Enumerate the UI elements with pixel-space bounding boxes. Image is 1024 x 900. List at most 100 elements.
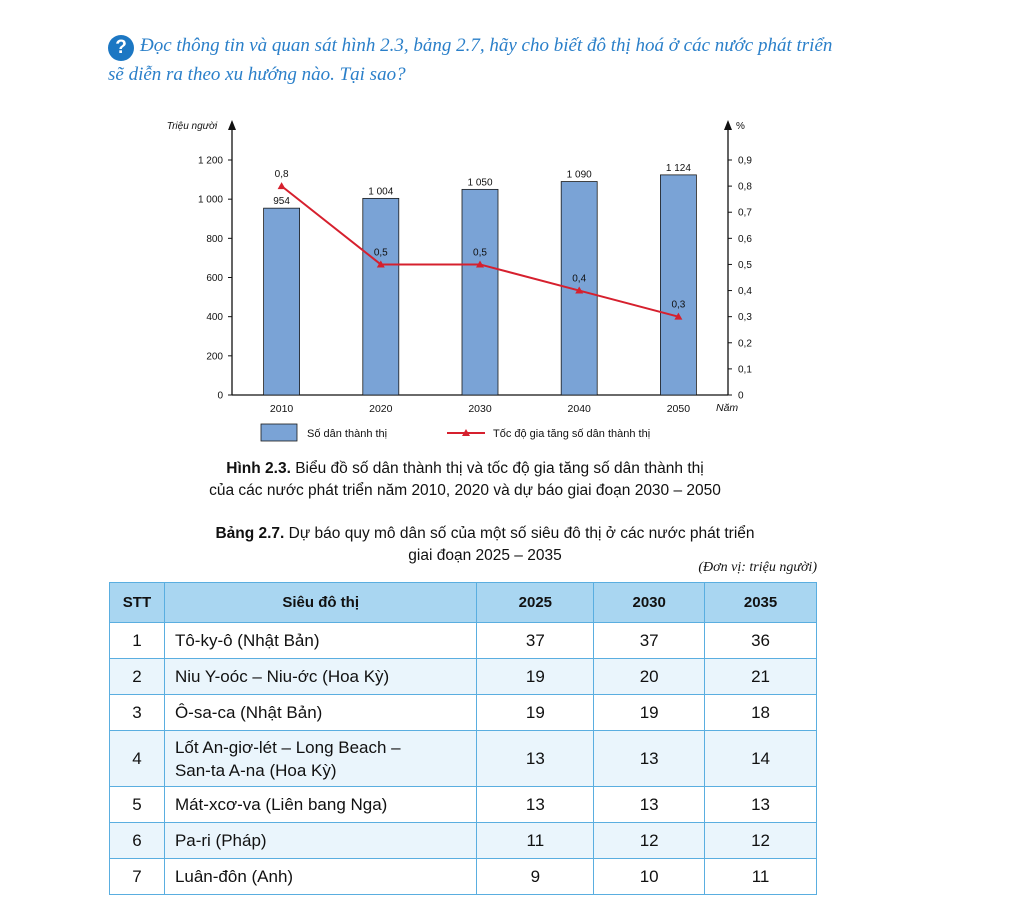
y-right-tick-label: 0,2 xyxy=(738,338,752,349)
table-row: 7 Luân-đôn (Anh) 9 10 11 xyxy=(109,858,817,895)
cell-2035: 18 xyxy=(704,694,817,731)
y-left-arrow-icon xyxy=(228,120,236,130)
cell-2035: 21 xyxy=(704,658,817,695)
rate-value-label: 0,5 xyxy=(473,247,487,258)
bar-value-label: 1 090 xyxy=(567,170,592,181)
table-row: 1 Tô-ky-ô (Nhật Bản) 37 37 36 xyxy=(109,622,817,659)
bar-2010 xyxy=(263,207,301,396)
cell-2025: 11 xyxy=(476,822,595,859)
cell-2035: 14 xyxy=(704,730,817,787)
table-row: 6 Pa-ri (Pháp) 11 12 12 xyxy=(109,822,817,859)
rate-marker xyxy=(376,260,385,268)
cell-stt: 3 xyxy=(109,694,165,731)
cell-2035: 13 xyxy=(704,786,817,823)
question-text: Đọc thông tin và quan sát hình 2.3, bảng… xyxy=(108,35,833,85)
x-axis-label: Năm xyxy=(716,402,738,414)
bar-value-label: 1 004 xyxy=(368,186,393,197)
header-stt: STT xyxy=(109,582,165,623)
cell-city: Lốt An-giơ-lét – Long Beach – San-ta A-na… xyxy=(163,730,478,787)
y-left-tick-label: 1 000 xyxy=(198,195,223,206)
y-right-tick-label: 0,8 xyxy=(738,182,752,193)
cell-2035: 11 xyxy=(704,858,817,895)
cell-stt: 6 xyxy=(109,822,165,859)
cell-stt: 7 xyxy=(109,858,165,895)
cell-city: Mát-xcơ-va (Liên bang Nga) xyxy=(163,786,478,823)
y-right-tick-label: 0,3 xyxy=(738,312,752,323)
cell-2030: 20 xyxy=(593,658,706,695)
x-tick-label: 2050 xyxy=(667,403,691,415)
rate-marker xyxy=(476,260,484,268)
y-left-tick-label: 600 xyxy=(206,273,223,284)
cell-stt: 2 xyxy=(109,658,165,695)
cell-city-line1: Lốt An-giơ-lét – Long Beach – xyxy=(174,737,401,757)
table-row: 3 Ô-sa-ca (Nhật Bản) 19 19 18 xyxy=(109,694,817,731)
rate-value-label: 0,5 xyxy=(374,247,388,258)
cell-stt: 4 xyxy=(109,730,165,787)
figure-caption-line2: của các nước phát triển năm 2010, 2020 v… xyxy=(209,482,721,499)
rate-marker xyxy=(277,182,286,190)
table-unit: (Đơn vị: triệu người) xyxy=(698,560,817,575)
header-2035: 2035 xyxy=(704,582,817,623)
rate-value-label: 0,8 xyxy=(275,169,289,180)
bar-value-label: 954 xyxy=(273,196,290,207)
y-left-axis-label: Triệu người xyxy=(167,121,218,132)
y-right-tick-label: 0,7 xyxy=(738,208,752,219)
figure-caption-line1: Biểu đồ số dân thành thị và tốc độ gia t… xyxy=(290,460,704,477)
cell-city: Tô-ky-ô (Nhật Bản) xyxy=(163,622,478,659)
legend-bar-swatch xyxy=(260,423,298,442)
cell-city: Niu Y-oóc – Niu-ớc (Hoa Kỳ) xyxy=(163,658,478,695)
bar-value-label: 1 124 xyxy=(666,163,691,174)
cell-2030: 13 xyxy=(593,730,706,787)
cell-2035: 12 xyxy=(704,822,817,859)
figure-caption: Hình 2.3. Biểu đồ số dân thành thị và tố… xyxy=(0,458,930,502)
rate-value-label: 0,4 xyxy=(572,274,586,285)
table-row: 2 Niu Y-oóc – Niu-ớc (Hoa Kỳ) 19 20 21 xyxy=(109,658,817,695)
table-header-row: STT Siêu đô thị 2025 2030 2035 xyxy=(109,582,817,623)
cell-2030: 37 xyxy=(593,622,706,659)
cell-2025: 37 xyxy=(476,622,595,659)
y-left-tick-label: 1 200 xyxy=(198,156,223,167)
y-right-axis-label: % xyxy=(736,121,745,132)
cell-city: Pa-ri (Pháp) xyxy=(163,822,478,859)
cell-2030: 12 xyxy=(593,822,706,859)
legend-bar-label: Số dân thành thị xyxy=(307,428,387,440)
bar-2030 xyxy=(461,188,499,396)
y-right-tick-label: 0,4 xyxy=(738,286,752,297)
y-left-tick-label: 400 xyxy=(206,312,223,323)
legend-line-marker-icon xyxy=(462,429,470,436)
x-tick-label: 2040 xyxy=(568,403,592,415)
y-left-tick-label: 0 xyxy=(217,391,223,402)
y-right-arrow-icon xyxy=(724,120,732,130)
legend-line-label: Tốc độ gia tăng số dân thành thị xyxy=(493,428,650,440)
rate-value-label: 0,3 xyxy=(671,300,685,311)
y-left-tick-label: 200 xyxy=(206,351,223,362)
table-caption-line1: Dự báo quy mô dân số của một số siêu đô … xyxy=(284,525,755,542)
cell-2035: 36 xyxy=(704,622,817,659)
y-right-tick-label: 0,6 xyxy=(738,234,752,245)
x-tick-label: 2020 xyxy=(369,403,393,415)
y-right-tick-label: 0,5 xyxy=(738,260,752,271)
megacity-table: STT Siêu đô thị 2025 2030 2035 1 Tô-ky-ô… xyxy=(109,582,817,895)
cell-2025: 19 xyxy=(476,658,595,695)
x-tick-label: 2030 xyxy=(468,403,492,415)
cell-2030: 13 xyxy=(593,786,706,823)
bar-2050 xyxy=(660,174,697,396)
cell-city: Ô-sa-ca (Nhật Bản) xyxy=(163,694,478,731)
header-city: Siêu đô thị xyxy=(163,582,478,623)
cell-2025: 13 xyxy=(476,786,595,823)
table-row: 4 Lốt An-giơ-lét – Long Beach – San-ta A-… xyxy=(109,730,817,787)
table-caption-number: Bảng 2.7. xyxy=(215,525,285,542)
table-caption: Bảng 2.7. Dự báo quy mô dân số của một s… xyxy=(20,523,950,567)
x-tick-label: 2010 xyxy=(270,403,294,415)
cell-city: Luân-đôn (Anh) xyxy=(163,858,478,895)
cell-stt: 5 xyxy=(109,786,165,823)
bar-value-label: 1 050 xyxy=(467,177,492,188)
y-left-tick-label: 800 xyxy=(206,234,223,245)
rate-marker xyxy=(575,286,584,294)
cell-city-line2: San-ta A-na (Hoa Kỳ) xyxy=(174,760,337,780)
table-caption-line2: giai đoạn 2025 – 2035 xyxy=(408,547,562,564)
rate-marker xyxy=(674,312,683,320)
y-right-tick-label: 0,1 xyxy=(738,364,752,375)
cell-2025: 13 xyxy=(476,730,595,787)
